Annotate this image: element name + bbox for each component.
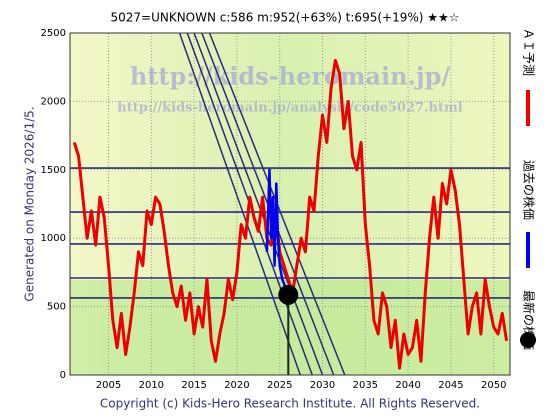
legend-label: ＡＩ予測 — [522, 28, 536, 76]
plot-frame — [69, 32, 511, 376]
x-tick-label: 2005 — [96, 380, 121, 391]
x-tick-label: 2025 — [267, 380, 292, 391]
x-tick-label: 2035 — [353, 380, 378, 391]
x-tick-label: 2050 — [481, 380, 506, 391]
chart-title: 5027=UNKNOWN c:586 m:952(+63%) t:695(+19… — [110, 11, 459, 25]
legend-swatch — [526, 232, 530, 268]
y-tick-label: 1500 — [41, 165, 66, 176]
side-label: Generated on Monday 2026/1/5. — [23, 106, 37, 301]
watermark: http://kids-heromain.jp/ — [130, 62, 450, 91]
legend-swatch — [520, 332, 536, 348]
x-tick-label: 2010 — [139, 380, 164, 391]
x-tick-label: 2045 — [438, 380, 463, 391]
y-tick-label: 0 — [60, 370, 66, 381]
y-tick-label: 1000 — [41, 233, 66, 244]
y-tick-label: 500 — [47, 302, 66, 313]
x-tick-label: 2040 — [395, 380, 420, 391]
trend-line — [193, 32, 324, 376]
y-tick-label: 2500 — [41, 28, 66, 39]
watermark: http://kids-heromain.jp/analysis/code502… — [117, 101, 462, 116]
legend-label: 過去の株価 — [522, 160, 537, 220]
legend-swatch — [526, 90, 530, 126]
series-line — [265, 168, 288, 294]
y-tick-label: 2000 — [41, 96, 66, 107]
x-tick-label: 2020 — [224, 380, 249, 391]
footer: Copyright (c) Kids-Hero Research Institu… — [100, 397, 480, 411]
latest-point — [278, 284, 299, 305]
x-tick-label: 2015 — [181, 380, 206, 391]
trend-line — [178, 32, 301, 376]
x-tick-label: 2030 — [310, 380, 335, 391]
